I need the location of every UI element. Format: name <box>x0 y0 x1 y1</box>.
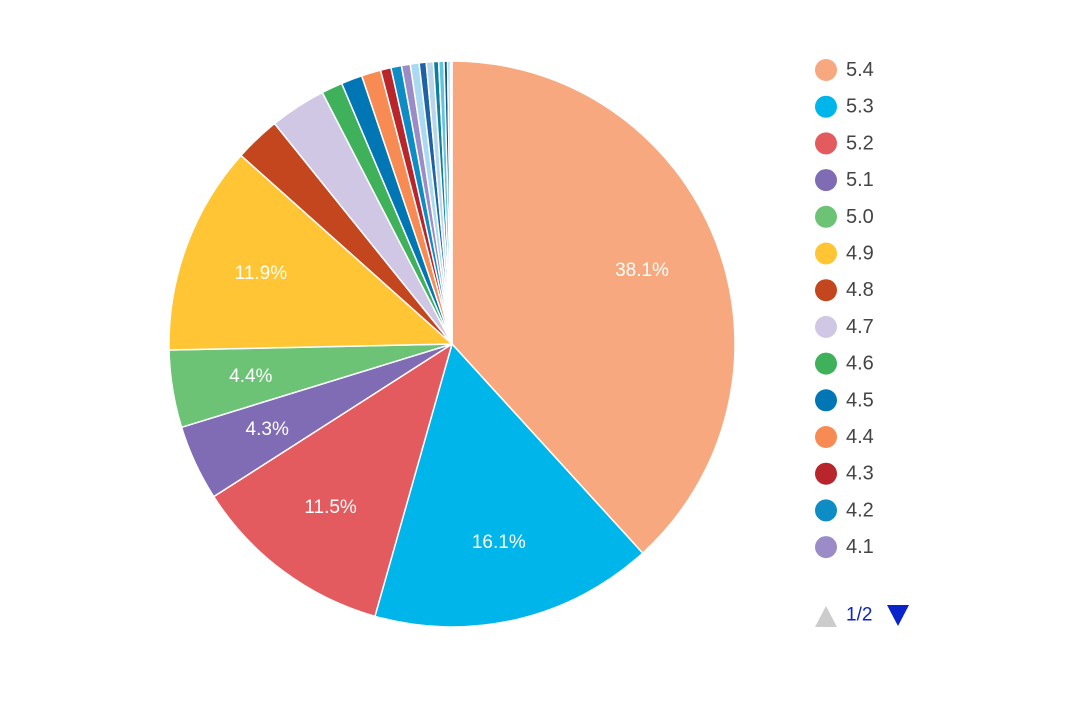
legend-item: 5.1 <box>815 169 874 192</box>
legend-item: 5.2 <box>815 132 874 155</box>
legend-swatch <box>815 95 837 118</box>
pie-data-label: 16.1% <box>472 532 526 553</box>
legend-item: 4.5 <box>815 389 874 412</box>
legend-label: 5.1 <box>846 169 874 191</box>
legend-swatch <box>815 59 837 81</box>
legend-item: 4.9 <box>815 242 874 265</box>
legend-label: 5.2 <box>846 132 874 154</box>
legend-label: 4.5 <box>846 389 874 411</box>
legend-label: 4.9 <box>846 243 874 265</box>
legend-swatch <box>815 499 837 522</box>
legend-item: 4.3 <box>815 462 874 485</box>
legend-item: 4.8 <box>815 279 874 302</box>
pie-slice-5-4[interactable] <box>451 60 736 554</box>
pie-data-label: 11.5% <box>304 497 357 518</box>
legend-swatch <box>815 279 837 302</box>
pie-data-labels: 38.1% 16.1% 11.5% 4.3% 4.4% 11.9% <box>229 260 669 553</box>
legend-label: 4.3 <box>846 463 874 485</box>
legend-label: 5.0 <box>846 206 874 228</box>
legend-swatch <box>815 352 837 375</box>
legend-swatch <box>815 169 837 192</box>
legend-item: 4.2 <box>815 499 874 522</box>
legend-label: 4.2 <box>846 499 874 521</box>
pie-data-label: 4.4% <box>229 366 272 387</box>
pager-prev-icon[interactable] <box>815 606 837 627</box>
legend-item: 4.1 <box>815 536 874 559</box>
legend-swatch <box>815 315 837 338</box>
legend: 5.4 5.3 5.2 5.1 5.0 4.9 4.8 4.7 4.6 4.5 4.4 4.3 4.2 4… <box>815 59 874 559</box>
pager-text: 1/2 <box>846 605 872 626</box>
legend-item: 4.7 <box>815 315 874 338</box>
legend-item: 5.4 <box>815 59 874 81</box>
legend-label: 4.1 <box>846 536 874 558</box>
legend-swatch <box>815 536 837 559</box>
legend-swatch <box>815 389 837 412</box>
legend-swatch <box>815 132 837 155</box>
legend-label: 4.8 <box>846 279 874 301</box>
pie-slice-5-2[interactable] <box>212 343 453 618</box>
pie-slice-4-9[interactable] <box>168 154 453 351</box>
legend-label: 5.4 <box>846 59 874 81</box>
pie-slices <box>168 60 736 628</box>
legend-swatch <box>815 242 837 265</box>
legend-item: 4.4 <box>815 426 874 448</box>
legend-label: 5.3 <box>846 96 874 118</box>
legend-swatch <box>815 426 837 448</box>
legend-swatch <box>815 205 837 228</box>
legend-item: 5.0 <box>815 205 874 228</box>
pie-slice-5-3[interactable] <box>374 343 644 628</box>
pie-data-label: 11.9% <box>235 263 288 284</box>
legend-label: 4.4 <box>846 426 874 448</box>
pie-data-label: 4.3% <box>246 419 289 440</box>
pie-data-label: 38.1% <box>615 260 669 281</box>
legend-pager: 1/2 <box>815 605 909 627</box>
pie-slice-other-21[interactable] <box>449 60 453 345</box>
legend-swatch <box>815 462 837 485</box>
legend-item: 5.3 <box>815 95 874 118</box>
pager-next-icon[interactable] <box>887 605 909 626</box>
legend-label: 4.6 <box>846 353 874 375</box>
legend-label: 4.7 <box>846 316 874 338</box>
legend-item: 4.6 <box>815 352 874 375</box>
